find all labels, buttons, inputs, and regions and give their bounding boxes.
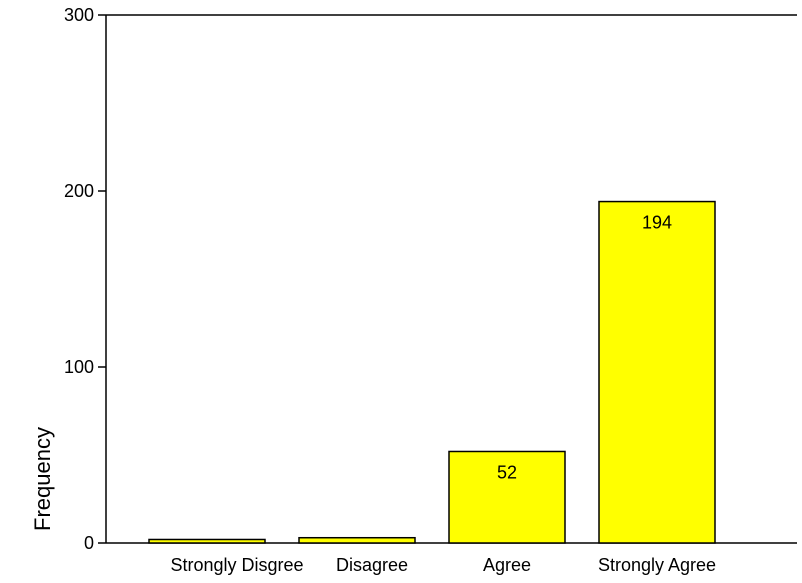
bar-value-label: 52 xyxy=(497,462,517,482)
x-category-label: Disagree xyxy=(336,555,408,575)
y-tick-label: 200 xyxy=(64,181,94,201)
bar-value-label: 194 xyxy=(642,213,672,233)
y-tick-label: 100 xyxy=(64,357,94,377)
y-axis-ticks: 0 100 200 300 xyxy=(64,5,106,553)
y-axis-title: Frequency xyxy=(30,427,55,531)
x-category-label: Strongly Agree xyxy=(598,555,716,575)
x-category-label: Strongly Disgree xyxy=(170,555,303,575)
y-tick-label: 300 xyxy=(64,5,94,25)
bar-strongly-disgree xyxy=(148,538,266,544)
bar-strongly-agree xyxy=(598,200,716,544)
bars: 52 194 xyxy=(148,200,716,544)
bar-agree xyxy=(448,450,566,544)
bar-disagree xyxy=(298,536,416,544)
x-category-label: Agree xyxy=(483,555,531,575)
category-labels: Strongly Disgree Disagree Agree Strongly Ag… xyxy=(170,555,716,575)
y-tick-label: 0 xyxy=(84,533,94,553)
